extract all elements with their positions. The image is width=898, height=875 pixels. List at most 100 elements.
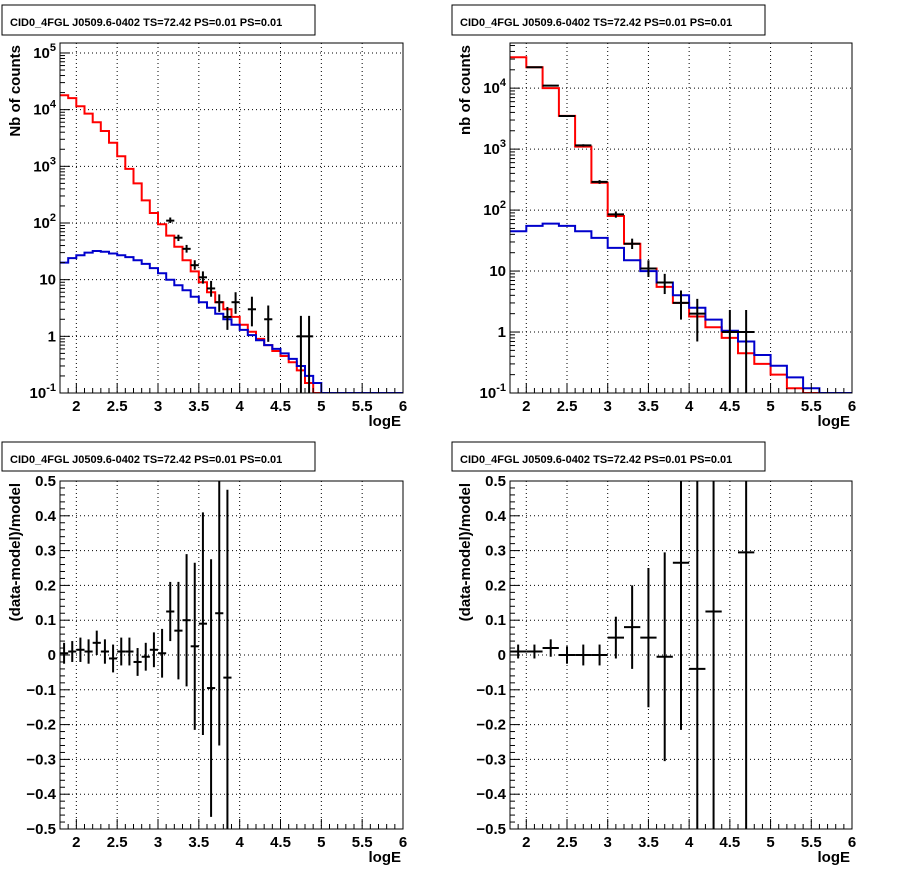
x-tick-label: 3	[154, 398, 162, 415]
x-tick-label: 5.5	[801, 398, 822, 415]
y-axis: −0.5 −0.4 −0.3 −0.2 −0.1 0 0.1 0.2 0.3 0.4 0.5 (dat…	[7, 473, 70, 838]
data-point	[60, 642, 69, 664]
data-point	[207, 559, 216, 817]
y-tick-label: 105	[33, 42, 56, 62]
grid	[60, 481, 403, 829]
x-tick-label: 6	[848, 398, 856, 415]
y-tick-label: 0.3	[485, 543, 506, 560]
data-point	[125, 637, 134, 666]
x-tick-label: 5.5	[352, 398, 373, 415]
data-point	[558, 646, 576, 664]
y-axis: 10-1 1 10 102 103 104 105 Nb of counts	[7, 42, 70, 402]
data-point	[141, 642, 150, 671]
y-tick-label: −0.5	[476, 821, 506, 838]
data-point	[689, 481, 706, 829]
y-tick-label: 10	[489, 263, 506, 280]
y-tick-label: 10	[39, 272, 56, 289]
data-point	[166, 581, 175, 642]
data-point	[117, 637, 126, 666]
y-tick-label: 0.1	[35, 612, 56, 629]
y-tick-label: −0.4	[476, 786, 506, 803]
x-tick-label: 3.5	[188, 398, 209, 415]
plot-frame	[509, 42, 853, 394]
panel-2: CID0_4FGL J0509.6-0402 TS=72.42 PS=0.01 …	[451, 4, 856, 430]
panel-title: CID0_4FGL J0509.6-0402 TS=72.42 PS=0.01 …	[10, 17, 282, 29]
data-point	[100, 639, 109, 664]
y-tick-label: −0.2	[26, 717, 56, 734]
y-axis: 10-1 1 10 102 103 104 nb of counts	[457, 45, 520, 402]
data-point	[215, 481, 224, 746]
y-tick-label: 10-1	[30, 382, 56, 402]
x-tick-label: 3	[604, 398, 612, 415]
data-point	[158, 628, 167, 678]
y-axis: −0.5 −0.4 −0.3 −0.2 −0.1 0 0.1 0.2 0.3 0.4 0.5 (dat…	[457, 473, 520, 838]
x-tick-label: 4.5	[270, 398, 291, 415]
data-point	[672, 481, 690, 730]
y-tick-label: −0.3	[26, 751, 56, 768]
x-tick-label: 4.5	[719, 398, 740, 415]
x-tick-label: 4.5	[270, 834, 291, 851]
plot-frame	[59, 480, 404, 830]
data-point	[190, 260, 199, 270]
data-point	[705, 481, 722, 829]
plot-area	[510, 481, 755, 829]
data-point	[198, 271, 207, 284]
x-tick-label: 6	[399, 834, 407, 851]
y-tick-label: 104	[33, 99, 57, 119]
x-tick-label: 5.5	[801, 834, 822, 851]
data-point	[672, 290, 690, 320]
data-point	[689, 298, 706, 342]
y-tick-label: 0.2	[35, 577, 56, 594]
y-tick-label: −0.4	[26, 786, 56, 803]
data-point	[182, 554, 191, 687]
data-point	[68, 641, 77, 662]
data-point	[542, 639, 559, 657]
x-tick-label: 5.5	[352, 834, 373, 851]
data-point	[231, 292, 240, 314]
x-tick-label: 5	[317, 834, 325, 851]
x-tick-label: 3	[154, 834, 162, 851]
y-tick-label: 0.1	[485, 612, 506, 629]
panel-title-box	[451, 4, 766, 36]
x-tick-label: 4	[235, 398, 244, 415]
panel-3: CID0_4FGL J0509.6-0402 TS=72.42 PS=0.01 …	[1, 441, 407, 866]
data-point	[223, 306, 232, 330]
data-point	[92, 630, 101, 655]
total-model-histogram	[60, 94, 403, 393]
data-point	[223, 489, 232, 829]
y-tick-label: 0.5	[485, 473, 506, 490]
data-point	[575, 144, 592, 147]
x-tick-label: 3	[604, 834, 612, 851]
data-point	[174, 234, 183, 242]
data-point	[149, 632, 158, 668]
y-tick-label: −0.2	[476, 717, 506, 734]
panel-title-box	[1, 4, 316, 36]
x-tick-label: 3.5	[638, 834, 659, 851]
data-point	[591, 644, 608, 666]
data-point	[264, 305, 273, 342]
y-tick-label: −0.1	[26, 682, 56, 699]
y-tick-label: 103	[33, 155, 56, 175]
x-tick-label: 6	[399, 398, 407, 415]
grid	[510, 481, 852, 829]
x-tick-label: 4.5	[719, 834, 740, 851]
data-point	[174, 581, 183, 680]
source-model-histogram	[60, 250, 403, 393]
y-tick-label: 102	[33, 212, 56, 232]
x-tick-label: 5	[766, 834, 774, 851]
data-point	[198, 512, 207, 736]
x-axis-title: logE	[369, 849, 402, 866]
data-point	[607, 616, 624, 659]
panel-title: CID0_4FGL J0509.6-0402 TS=72.42 PS=0.01 …	[10, 454, 282, 466]
data-point	[558, 114, 576, 117]
plot-area	[60, 481, 232, 829]
y-tick-label: 104	[483, 77, 507, 97]
data-point	[182, 244, 191, 253]
data-point	[656, 552, 673, 762]
data-point	[166, 217, 175, 223]
y-tick-label: −0.1	[476, 682, 506, 699]
x-tick-label: 4	[235, 834, 244, 851]
